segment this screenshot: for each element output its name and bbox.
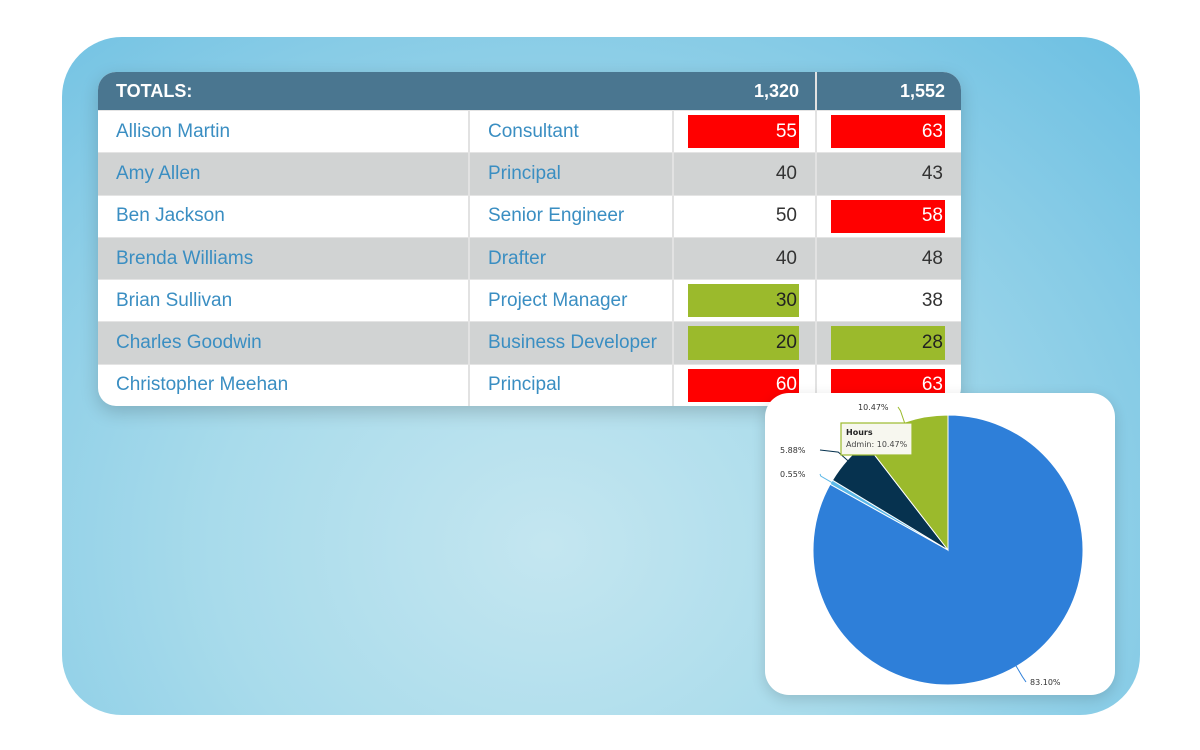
hours-value: 43: [921, 162, 943, 184]
hours-value: 40: [775, 162, 797, 184]
slice-connector: [1014, 663, 1027, 683]
employee-role-link[interactable]: Project Manager: [470, 280, 674, 322]
table-row: Brian Sullivan Project Manager 30 38: [98, 279, 961, 322]
hours-value: 63: [831, 115, 945, 149]
employee-name-link[interactable]: Amy Allen: [98, 153, 470, 195]
table-row: Brenda Williams Drafter 40 48: [98, 236, 961, 280]
hours-value: 50: [775, 205, 797, 227]
total-col1: 1,320: [674, 72, 817, 110]
employee-role-link[interactable]: Consultant: [470, 111, 674, 153]
slice-label: 10.47%: [858, 403, 889, 412]
employee-role-link[interactable]: Drafter: [470, 237, 674, 280]
tooltip-text: Admin: 10.47%: [846, 440, 908, 449]
table-row: Allison Martin Consultant 55 63: [98, 110, 961, 153]
hours-value: 40: [775, 247, 797, 269]
chart-tooltip: Hours Admin: 10.47%: [840, 422, 913, 456]
employee-role-link[interactable]: Principal: [470, 364, 674, 407]
employee-role-link[interactable]: Senior Engineer: [470, 195, 674, 237]
hours-value: 38: [921, 289, 943, 311]
slice-label: 0.55%: [780, 470, 806, 479]
employee-role-link[interactable]: Principal: [470, 153, 674, 195]
totals-row: TOTALS: 1,320 1,552: [98, 72, 961, 110]
totals-label: TOTALS:: [116, 80, 193, 101]
slice-connector: [897, 406, 906, 426]
employee-name-link[interactable]: Ben Jackson: [98, 195, 470, 237]
employee-name-link[interactable]: Christopher Meehan: [98, 364, 470, 407]
table-row: Amy Allen Principal 40 43: [98, 152, 961, 195]
employee-name-link[interactable]: Brenda Williams: [98, 237, 470, 280]
hours-value: 48: [921, 247, 943, 269]
table-row: Christopher Meehan Principal 60 63: [98, 363, 961, 407]
tooltip-title: Hours: [846, 428, 873, 437]
hours-table: TOTALS: 1,320 1,552 Allison Martin Consu…: [98, 72, 961, 407]
employee-role-link[interactable]: Business Developer: [470, 322, 674, 364]
slice-connector: [819, 473, 835, 485]
slice-label: 5.88%: [780, 446, 806, 455]
pie-chart-card: 83.10% 0.55% 5.88% 10.47% Hours Admin: 10.4…: [765, 393, 1115, 695]
employee-name-link[interactable]: Charles Goodwin: [98, 322, 470, 364]
employee-name-link[interactable]: Brian Sullivan: [98, 280, 470, 322]
slice-label: 83.10%: [1030, 678, 1061, 687]
employee-name-link[interactable]: Allison Martin: [98, 111, 470, 153]
pie-chart: 83.10% 0.55% 5.88% 10.47% Hours Admin: 10.4…: [780, 403, 1084, 687]
slice-connector: [819, 449, 850, 463]
total-col2: 1,552: [899, 80, 945, 101]
hours-value: 28: [831, 326, 945, 360]
hours-value: 55: [688, 115, 799, 149]
table-row: Ben Jackson Senior Engineer 50 58: [98, 194, 961, 237]
hours-value: 30: [688, 284, 799, 318]
table-row: Charles Goodwin Business Developer 20 28: [98, 321, 961, 364]
hours-value: 58: [831, 199, 945, 233]
hours-value: 20: [688, 326, 799, 360]
